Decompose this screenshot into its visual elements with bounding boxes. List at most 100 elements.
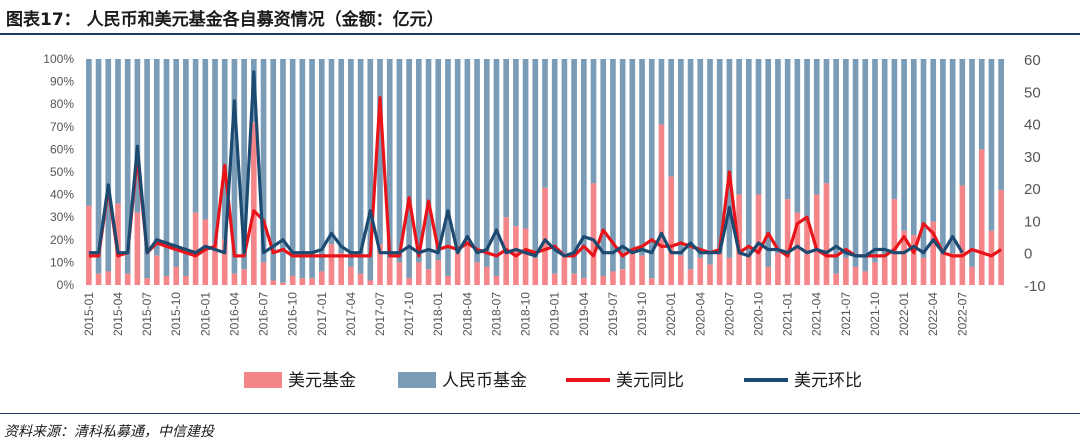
rmb-fund-bar	[775, 59, 781, 254]
rmb-fund-bar	[299, 59, 306, 279]
usd-fund-bar	[260, 262, 267, 285]
left-axis-tick: 60%	[50, 142, 74, 156]
left-axis-tick: 20%	[50, 233, 74, 247]
source-note: 资料来源：清科私募通，中信建投	[4, 424, 214, 440]
usd-fund-bar	[221, 239, 228, 285]
x-axis-tick: 2021-07	[839, 292, 853, 336]
rmb-fund-bar	[697, 59, 704, 258]
usd-fund-bar	[251, 122, 257, 285]
left-axis-tick: 80%	[50, 97, 74, 111]
usd-fund-bar	[454, 253, 461, 285]
x-axis-tick: 2021-10	[868, 292, 882, 336]
rmb-fund-bar	[794, 59, 801, 213]
rmb-fund-bar	[716, 59, 723, 254]
right-axis-tick: 0	[1024, 246, 1032, 263]
rmb-fund-bar	[872, 59, 878, 263]
x-axis-tick: 2022-04	[926, 292, 940, 336]
rmb-fund-bar	[959, 59, 966, 186]
usd-fund-bar	[581, 278, 587, 285]
usd-fund-bar	[881, 257, 888, 285]
right-axis-tick: 50	[1024, 84, 1041, 101]
usd-fund-bar	[930, 221, 937, 285]
x-axis-tick: 2016-04	[227, 292, 241, 336]
x-axis-tick: 2017-10	[402, 292, 416, 336]
left-axis-tick: 0%	[57, 278, 75, 292]
rmb-fund-bar	[784, 59, 791, 200]
rmb-fund-bar	[881, 59, 888, 258]
legend-rmb-fund: 人民币基金	[398, 371, 527, 391]
usd-fund-bar	[668, 176, 674, 285]
rmb-fund-bar	[231, 59, 238, 274]
rmb-fund-bar	[357, 59, 364, 274]
legend-usd-yoy: 美元同比	[566, 371, 684, 391]
chart-canvas: 0% 10% 20% 30% 40% 50% 60% 70% 80% 90% 100% -10 0 10…	[43, 52, 1045, 391]
usd-fund-bar	[678, 255, 684, 285]
rmb-fund-bar	[192, 59, 199, 213]
usd-fund-bar	[532, 257, 539, 285]
usd-fund-bar	[483, 266, 490, 285]
rmb-fund-bar	[144, 59, 150, 279]
rmb-fund-bar	[416, 59, 422, 263]
rmb-fund-bar	[542, 59, 548, 188]
rmb-fund-bar	[969, 59, 975, 267]
rmb-fund-bar	[765, 59, 772, 267]
usd-fund-bar	[833, 273, 839, 285]
x-axis-tick: 2017-07	[373, 292, 387, 336]
rmb-fund-bar	[348, 59, 354, 267]
legend-label: 美元同比	[616, 371, 684, 391]
usd-fund-bar	[658, 124, 665, 285]
left-axis-tick: 30%	[50, 210, 74, 224]
usd-fund-bar	[289, 275, 296, 285]
usd-fund-bar	[872, 262, 878, 285]
usd-fund-bar	[697, 257, 704, 285]
rmb-fund-bar	[289, 59, 296, 276]
rmb-fund-bar	[309, 59, 315, 279]
legend-swatch	[244, 372, 282, 388]
figure-title: 图表17： 人民币和美元基金各自募资情况（金额：亿元）	[6, 10, 444, 30]
usd-fund-bar	[998, 190, 1004, 285]
usd-fund-bar	[949, 253, 956, 285]
rmb-fund-bar	[454, 59, 461, 254]
usd-fund-bar	[784, 199, 791, 285]
usd-fund-bar	[124, 273, 131, 285]
rmb-fund-bar	[124, 59, 131, 274]
x-axis-tick: 2020-07	[722, 292, 736, 336]
usd-fund-bar	[318, 271, 325, 285]
usd-fund-bar	[338, 253, 345, 285]
legend-swatch	[398, 372, 436, 388]
usd-fund-bar	[755, 194, 762, 285]
usd-fund-bar	[619, 269, 626, 285]
usd-fund-bar	[309, 278, 315, 285]
rmb-fund-bar	[639, 59, 645, 256]
left-axis-tick: 40%	[50, 188, 74, 202]
usd-fund-bar	[396, 262, 403, 285]
usd-fund-bar	[522, 228, 529, 285]
usd-fund-bar	[843, 257, 849, 285]
usd-fund-bar	[940, 253, 946, 285]
usd-fund-bar	[542, 187, 548, 285]
rmb-fund-bar	[260, 59, 267, 263]
legend-usd-fund: 美元基金	[244, 371, 356, 391]
usd-fund-bar	[600, 275, 607, 285]
usd-fund-bar	[775, 253, 781, 285]
usd-fund-bar	[687, 269, 694, 285]
rmb-fund-bar	[610, 59, 616, 272]
rmb-fund-bar	[648, 59, 655, 279]
usd-fund-bar	[183, 275, 189, 285]
rmb-fund-bar	[221, 59, 228, 240]
usd-fund-bar	[299, 278, 306, 285]
legend-usd-mom: 美元环比	[744, 371, 862, 391]
usd-fund-bar	[153, 255, 160, 285]
usd-fund-bar	[745, 253, 752, 285]
usd-mom-line	[88, 70, 964, 258]
usd-fund-bar	[241, 269, 247, 285]
left-axis: 0% 10% 20% 30% 40% 50% 60% 70% 80% 90% 100%	[43, 52, 74, 292]
rmb-fund-bar	[930, 59, 937, 222]
rmb-fund-bar	[658, 59, 665, 125]
usd-fund-bar	[435, 260, 442, 285]
left-axis-tick: 50%	[50, 165, 74, 179]
rmb-fund-bar	[823, 59, 830, 184]
usd-fund-bar	[571, 273, 577, 285]
legend-label: 美元环比	[794, 371, 862, 391]
rmb-fund-bar	[755, 59, 762, 195]
